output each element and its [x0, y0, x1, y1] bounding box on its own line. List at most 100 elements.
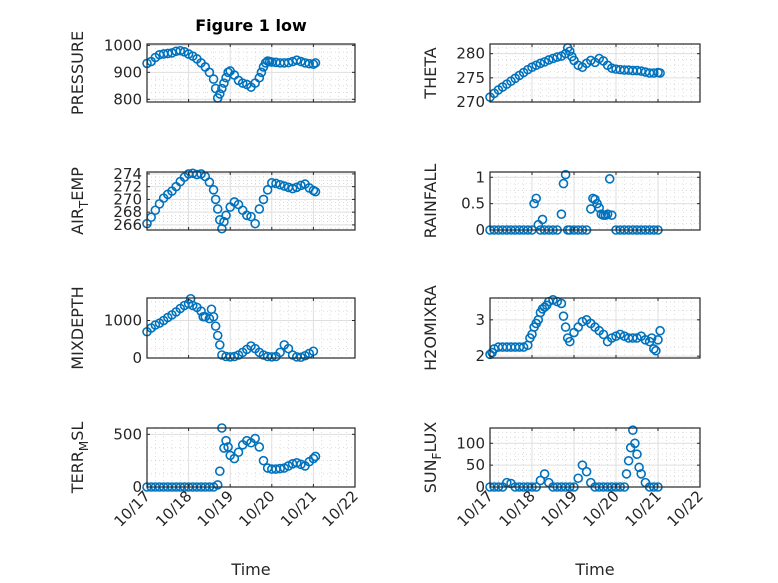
data-point — [242, 210, 252, 221]
data-point — [308, 453, 319, 464]
axes-h2omixra: 2 3 H2OMIXRA — [421, 285, 701, 371]
y-tick-label: 0 — [132, 478, 142, 496]
y-axis-label: RAINFALL — [421, 164, 440, 239]
data-point — [556, 298, 567, 309]
data-point — [630, 438, 640, 449]
data-point — [606, 210, 617, 221]
data-point — [250, 433, 260, 444]
y-tick-label: 275 — [456, 69, 485, 87]
data-point — [221, 435, 231, 446]
y-axis-label: PRESSURE — [68, 31, 87, 115]
data-point — [296, 352, 306, 363]
data-point — [604, 174, 615, 184]
y-label-main: TERR — [68, 451, 87, 494]
data-point — [577, 460, 588, 470]
data-point — [632, 449, 642, 460]
axes-box — [146, 297, 356, 359]
data-point — [558, 178, 569, 189]
data-point — [310, 58, 321, 68]
y-axis-label: THETA — [421, 47, 440, 99]
data-point — [535, 475, 546, 486]
data-point — [208, 311, 219, 322]
y-axis-label: MIXDEPTH — [68, 286, 87, 369]
data-point — [208, 74, 219, 84]
data-point — [655, 68, 665, 78]
data-point — [215, 340, 225, 350]
y-tick-label: 268 — [113, 203, 142, 221]
data-point — [535, 58, 546, 69]
y-tick-label: 1000 — [104, 312, 142, 330]
axes-box — [146, 43, 356, 103]
data-point — [275, 179, 285, 190]
data-point — [598, 329, 609, 340]
plot-area — [147, 44, 355, 102]
y-tick-label: 274 — [113, 165, 142, 183]
axes-box — [489, 171, 701, 231]
x-tick-label: 10/20 — [235, 487, 278, 530]
data-point — [581, 466, 592, 477]
data-point — [529, 198, 539, 209]
data-point — [636, 66, 647, 76]
y-tick-label: 1 — [475, 168, 485, 186]
data-point — [254, 72, 265, 83]
data-point — [621, 469, 632, 479]
y-label-main: PRESSURE — [68, 31, 87, 115]
data-point — [175, 45, 186, 56]
data-point — [215, 466, 225, 476]
axes-box — [489, 427, 701, 488]
data-point — [304, 58, 315, 69]
y-label-rest: SL — [68, 422, 87, 441]
y-tick-label: 272 — [113, 178, 142, 196]
data-point — [564, 336, 575, 347]
y-tick-label: 100 — [456, 434, 485, 452]
x-tick-label: 10/18 — [496, 487, 539, 530]
axes-box — [489, 43, 701, 103]
data-point — [539, 469, 550, 479]
data-point — [602, 209, 613, 219]
y-tick-label: 266 — [113, 216, 142, 234]
y-label-main: H2OMIXRA — [421, 285, 440, 371]
x-tick-label: 10/18 — [152, 487, 195, 530]
data-point — [210, 321, 221, 331]
data-point — [287, 183, 298, 194]
x-axis-label: Time — [574, 560, 614, 579]
data-point — [258, 194, 269, 205]
y-label-subscript: F — [430, 452, 444, 459]
x-tick-label: 10/21 — [277, 487, 320, 530]
data-point — [219, 216, 229, 227]
y-tick-label: 0 — [475, 221, 485, 239]
plot-area — [490, 172, 700, 230]
data-point — [537, 214, 548, 225]
data-point — [543, 55, 554, 65]
data-point — [254, 442, 265, 452]
data-point — [217, 83, 227, 94]
data-point — [653, 335, 663, 345]
data-point — [223, 442, 233, 452]
data-point — [260, 58, 271, 68]
data-point — [291, 55, 302, 65]
data-point — [275, 347, 285, 358]
data-point — [215, 89, 225, 99]
y-label-main: SUN — [421, 459, 440, 493]
plot-area — [490, 428, 700, 487]
data-point — [296, 180, 306, 191]
data-point — [256, 67, 267, 78]
y-tick-label: 2 — [475, 347, 485, 365]
y-tick-label: 280 — [456, 45, 485, 63]
data-point — [237, 78, 248, 88]
data-point — [250, 218, 260, 229]
y-label-subscript: T — [77, 200, 91, 209]
data-point — [208, 185, 219, 195]
data-point — [271, 178, 281, 189]
data-point — [646, 333, 657, 343]
axes-box — [146, 427, 356, 488]
x-tick-label: 10/20 — [580, 487, 623, 530]
y-tick-label: 800 — [113, 90, 142, 108]
data-point — [212, 330, 223, 341]
data-point — [594, 203, 605, 213]
axes-pressure: 800 900 1000 PRESSURE Figure 1 low — [68, 16, 356, 115]
data-point — [560, 169, 571, 180]
data-point — [310, 186, 321, 197]
data-point — [219, 78, 229, 88]
axes-rainfall: 0 0.5 1 RAINFALL — [421, 164, 701, 239]
